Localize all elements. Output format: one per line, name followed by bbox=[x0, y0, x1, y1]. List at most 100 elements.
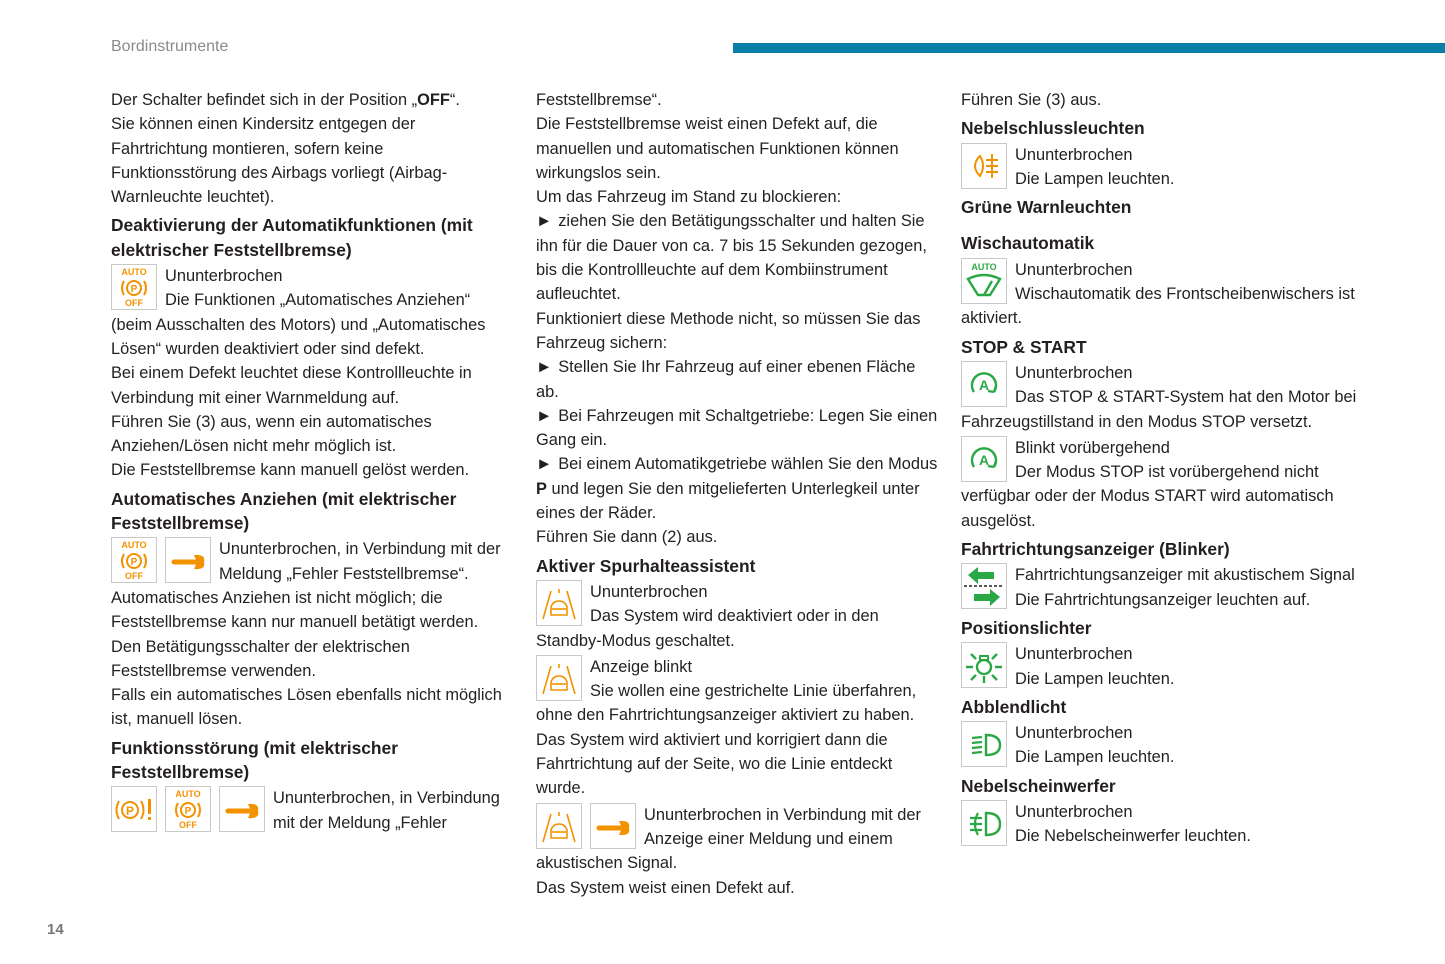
indicator-entry: Anzeige blinkt Sie wollen eine gestrichel… bbox=[536, 654, 938, 728]
auto-p-off-icon: AUTO P OFF bbox=[111, 537, 157, 584]
indicator-description: Ununterbrochen bbox=[1015, 724, 1133, 743]
text: Führen Sie (3) aus, wenn ein automatisch… bbox=[111, 412, 432, 456]
svg-text:OFF: OFF bbox=[179, 820, 197, 830]
text: Sie können einen Kindersitz entgegen der… bbox=[111, 115, 448, 207]
bullet-triangle-icon: ► bbox=[536, 212, 553, 231]
indicator-entry: Ununterbrochen Die Lampen leuchten. bbox=[961, 642, 1363, 691]
indicator-entry: Fahrtrichtungsanzeiger mit akustischem S… bbox=[961, 563, 1363, 612]
section-heading: Aktiver Spurhalteassistent bbox=[536, 555, 756, 576]
indicator-entry: Ununterbrochen in Verbindung mit der Anz… bbox=[536, 802, 938, 876]
indicator-description: Automatisches Anziehen ist nicht möglich… bbox=[111, 588, 479, 632]
wrench-icon bbox=[165, 537, 211, 584]
svg-text:AUTO: AUTO bbox=[971, 262, 996, 272]
paragraph: Die Feststellbremse weist einen Defekt a… bbox=[536, 112, 938, 185]
turn-signal-icon bbox=[961, 563, 1007, 610]
indicator-description: Ununterbrochen bbox=[1015, 145, 1133, 164]
section-title: Bordinstrumente bbox=[111, 38, 229, 55]
section-heading: Nebelschlussleuchten bbox=[961, 118, 1145, 139]
emphasis: P bbox=[536, 479, 547, 498]
section-heading: STOP & START bbox=[961, 336, 1087, 357]
rear-fog-light-icon bbox=[961, 142, 1007, 189]
bullet-item: ► Bei einem Automatikgetriebe wählen Sie … bbox=[536, 452, 938, 525]
text: Der Schalter befindet sich in der Positi… bbox=[111, 91, 418, 109]
section-heading: Deaktivierung der Automatikfunktionen (m… bbox=[111, 215, 473, 260]
indicator-description: Die Fahrtrichtungsanzeiger leuchten auf. bbox=[1015, 590, 1311, 609]
paragraph: Falls ein automatisches Lösen ebenfalls … bbox=[111, 683, 513, 732]
auto-wiper-icon: AUTO bbox=[961, 257, 1007, 304]
indicator-description: Sie wollen eine gestrichelte Linie überf… bbox=[536, 682, 917, 725]
svg-text:P: P bbox=[126, 804, 134, 818]
text: Das System wird aktiviert und korrigiert… bbox=[536, 730, 893, 798]
svg-text:AUTO: AUTO bbox=[121, 267, 146, 277]
column-2: Feststellbremse“. Die Feststellbremse wei… bbox=[536, 88, 938, 900]
svg-text:A: A bbox=[979, 377, 989, 393]
svg-text:P: P bbox=[185, 806, 192, 817]
indicator-entry: Ununterbrochen Die Lampen leuchten. bbox=[961, 721, 1363, 770]
paragraph: Feststellbremse“. bbox=[536, 88, 938, 112]
section-heading: Automatisches Anziehen (mit elektrischer… bbox=[111, 488, 457, 534]
section-heading: Abblendlicht bbox=[961, 696, 1067, 717]
paragraph: Bei einem Defekt leuchtet diese Kontroll… bbox=[111, 361, 513, 410]
text: Die Feststellbremse weist einen Defekt a… bbox=[536, 115, 899, 182]
text: Bei Fahrzeugen mit Schaltgetriebe: Legen… bbox=[536, 406, 938, 450]
svg-text:P: P bbox=[131, 557, 138, 568]
lane-assist-icon bbox=[536, 654, 582, 701]
indicator-description: Ununterbrochen bbox=[1015, 803, 1133, 822]
indicator-description: Das STOP & START-System hat den Motor be… bbox=[961, 388, 1357, 431]
bullet-triangle-icon: ► bbox=[536, 358, 553, 377]
svg-text:P: P bbox=[131, 284, 138, 295]
paragraph: Um das Fahrzeug im Stand zu blockieren: bbox=[536, 185, 938, 209]
indicator-description: Ununterbrochen bbox=[1015, 260, 1133, 279]
paragraph: Führen Sie (3) aus, wenn ein automatisch… bbox=[111, 410, 513, 459]
lane-assist-icon bbox=[536, 579, 582, 626]
bullet-triangle-icon: ► bbox=[536, 455, 553, 474]
indicator-description: Blinkt vorübergehend bbox=[1015, 438, 1170, 457]
lane-assist-icon bbox=[536, 802, 582, 849]
auto-p-off-icon: AUTO P OFF bbox=[165, 786, 211, 833]
section-heading: Grüne Warnleuchten bbox=[961, 197, 1132, 218]
indicator-description: Die Nebelscheinwerfer leuchten. bbox=[1015, 827, 1251, 846]
wrench-icon bbox=[219, 786, 265, 833]
section-heading: Funktionsstörung (mit elektrischer Fests… bbox=[111, 737, 398, 783]
indicator-description: Ununterbrochen bbox=[590, 582, 708, 601]
indicator-description: Die Lampen leuchten. bbox=[1015, 669, 1175, 688]
front-fog-light-icon bbox=[961, 800, 1007, 847]
svg-text:A: A bbox=[979, 452, 989, 468]
paragraph: Das System wird aktiviert und korrigiert… bbox=[536, 728, 938, 801]
header-accent-bar bbox=[733, 43, 1445, 53]
section-heading: Nebelscheinwerfer bbox=[961, 775, 1116, 796]
indicator-description: Der Modus STOP ist vorübergehend nicht v… bbox=[961, 463, 1334, 530]
bullet-item: ► ziehen Sie den Betätigungsschalter und … bbox=[536, 209, 938, 306]
wrench-icon bbox=[590, 802, 636, 849]
indicator-entry: Ununterbrochen Die Nebelscheinwerfer leuc… bbox=[961, 800, 1363, 849]
paragraph: Führen Sie (3) aus. bbox=[961, 88, 1363, 112]
indicator-description: Das System wird deaktiviert oder in den … bbox=[536, 607, 879, 650]
indicator-entry: AUTO P OFF Ununterbrochen, in Verbindung mi… bbox=[111, 537, 513, 634]
text: Stellen Sie Ihr Fahrzeug auf einer ebene… bbox=[536, 358, 916, 401]
page-number: 14 bbox=[47, 921, 64, 938]
text: Bei einem Automatikgetriebe wählen Sie d… bbox=[558, 455, 938, 474]
svg-text:OFF: OFF bbox=[125, 571, 143, 581]
column-1: Der Schalter befindet sich in der Positi… bbox=[111, 88, 513, 835]
indicator-description: Ununterbrochen bbox=[1015, 645, 1133, 664]
paragraph: Den Betätigungsschalter der elektrischen… bbox=[111, 635, 513, 684]
indicator-entry: A Ununterbrochen Das STOP & START-System h… bbox=[961, 360, 1363, 434]
section-heading: Wischautomatik bbox=[961, 233, 1095, 254]
indicator-entry: Ununterbrochen Das System wird deaktivier… bbox=[536, 579, 938, 653]
indicator-entry: AUTO Ununterbrochen Wischautomatik des Fro… bbox=[961, 257, 1363, 331]
parking-brake-fault-icon: P bbox=[111, 786, 157, 833]
indicator-entry: P AUTO P OFF Ununterbrochen, in Verbindung m… bbox=[111, 786, 513, 835]
bullet-item: ► Bei Fahrzeugen mit Schaltgetriebe: Lege… bbox=[536, 404, 938, 453]
position-lights-icon bbox=[961, 642, 1007, 689]
text: Den Betätigungsschalter der elektrischen… bbox=[111, 637, 410, 680]
text: Führen Sie dann (2) aus. bbox=[536, 528, 718, 547]
bullet-triangle-icon: ► bbox=[536, 406, 553, 425]
indicator-description: Anzeige blinkt bbox=[590, 657, 693, 676]
indicator-description: Ununterbrochen in Verbindung mit der Anz… bbox=[536, 805, 921, 873]
text: Um das Fahrzeug im Stand zu blockieren: bbox=[536, 188, 842, 207]
stop-start-icon: A bbox=[961, 360, 1007, 407]
paragraph: Das System weist einen Defekt auf. bbox=[536, 876, 938, 900]
bullet-item: ► Stellen Sie Ihr Fahrzeug auf einer eben… bbox=[536, 355, 938, 404]
svg-text:OFF: OFF bbox=[125, 298, 143, 308]
text: Die Feststellbremse kann manuell gelöst … bbox=[111, 461, 470, 480]
